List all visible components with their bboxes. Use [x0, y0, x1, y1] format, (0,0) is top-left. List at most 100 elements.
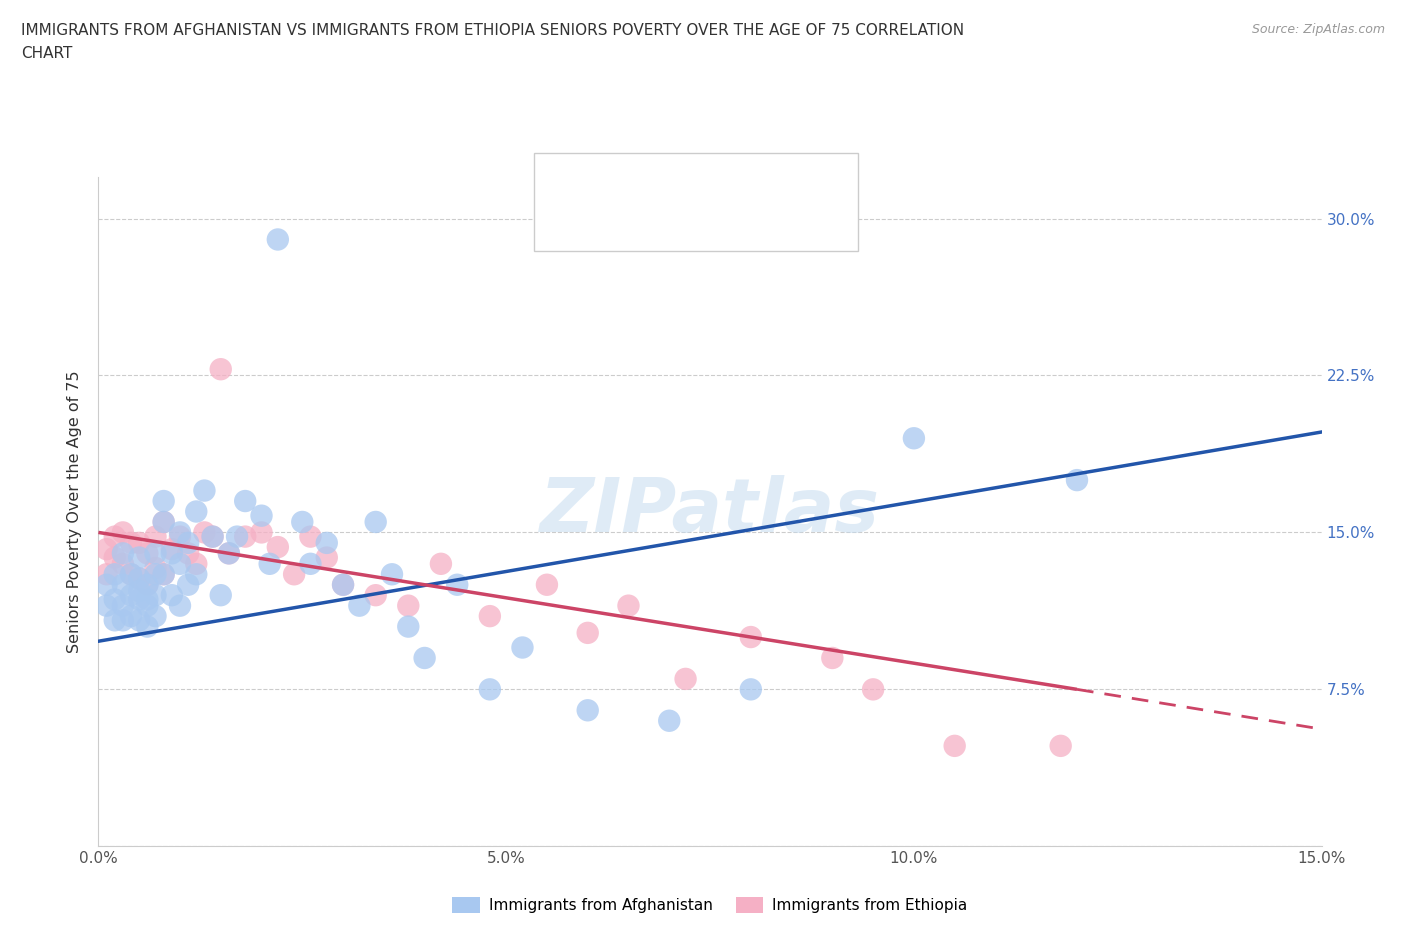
Point — [104, 551, 127, 565]
Point — [136, 592, 159, 607]
Point — [250, 509, 273, 524]
Point — [576, 626, 599, 641]
Point — [111, 556, 134, 571]
Legend: Immigrants from Afghanistan, Immigrants from Ethiopia: Immigrants from Afghanistan, Immigrants … — [446, 891, 974, 919]
Point — [381, 567, 404, 582]
Text: N = 63: N = 63 — [741, 175, 803, 193]
Point — [111, 546, 134, 561]
Point — [364, 514, 387, 529]
Text: R = -0.350: R = -0.350 — [599, 212, 707, 231]
Point — [128, 536, 150, 551]
Point — [617, 598, 640, 613]
Point — [364, 588, 387, 603]
Text: ZIPatlas: ZIPatlas — [540, 475, 880, 548]
Point — [576, 703, 599, 718]
Point — [177, 546, 200, 561]
Point — [430, 556, 453, 571]
Point — [111, 598, 134, 613]
Point — [152, 514, 174, 529]
Point — [152, 567, 174, 582]
Point — [233, 529, 256, 544]
Point — [177, 578, 200, 592]
Point — [120, 609, 142, 624]
Point — [136, 578, 159, 592]
Point — [209, 588, 232, 603]
Point — [315, 551, 337, 565]
Point — [145, 588, 167, 603]
Point — [186, 567, 208, 582]
Point — [267, 232, 290, 247]
Point — [218, 546, 240, 561]
Point — [120, 567, 142, 582]
Point — [349, 598, 371, 613]
Point — [332, 578, 354, 592]
Point — [169, 598, 191, 613]
Point — [145, 567, 167, 582]
Point — [152, 567, 174, 582]
Point — [186, 504, 208, 519]
Point — [96, 567, 118, 582]
Point — [96, 542, 118, 557]
Point — [136, 546, 159, 561]
Point — [446, 578, 468, 592]
Point — [145, 529, 167, 544]
Point — [512, 640, 534, 655]
Point — [226, 529, 249, 544]
Point — [104, 567, 127, 582]
Point — [160, 588, 183, 603]
FancyBboxPatch shape — [557, 207, 586, 235]
Point — [120, 588, 142, 603]
Y-axis label: Seniors Poverty Over the Age of 75: Seniors Poverty Over the Age of 75 — [67, 370, 83, 653]
Point — [250, 525, 273, 540]
Point — [145, 609, 167, 624]
Point — [104, 592, 127, 607]
Point — [96, 578, 118, 592]
Point — [111, 578, 134, 592]
Point — [152, 514, 174, 529]
Point — [291, 514, 314, 529]
Point — [128, 571, 150, 586]
Point — [152, 494, 174, 509]
Point — [145, 561, 167, 576]
Point — [396, 598, 419, 613]
Point — [943, 738, 966, 753]
Point — [259, 556, 281, 571]
Point — [136, 598, 159, 613]
Text: CHART: CHART — [21, 46, 73, 61]
Point — [193, 525, 215, 540]
Point — [128, 551, 150, 565]
Point — [169, 529, 191, 544]
Point — [128, 613, 150, 628]
Point — [478, 682, 501, 697]
Point — [1066, 472, 1088, 487]
Point — [128, 584, 150, 599]
Point — [193, 484, 215, 498]
Point — [478, 609, 501, 624]
Point — [740, 630, 762, 644]
FancyBboxPatch shape — [557, 170, 586, 198]
Point — [160, 546, 183, 561]
Point — [862, 682, 884, 697]
Point — [1049, 738, 1071, 753]
Point — [136, 578, 159, 592]
Point — [120, 567, 142, 582]
Point — [104, 529, 127, 544]
Point — [283, 567, 305, 582]
Point — [111, 525, 134, 540]
Text: IMMIGRANTS FROM AFGHANISTAN VS IMMIGRANTS FROM ETHIOPIA SENIORS POVERTY OVER THE: IMMIGRANTS FROM AFGHANISTAN VS IMMIGRANT… — [21, 23, 965, 38]
Point — [233, 494, 256, 509]
Point — [160, 542, 183, 557]
Point — [169, 556, 191, 571]
Point — [201, 529, 224, 544]
Point — [903, 431, 925, 445]
Point — [128, 592, 150, 607]
Point — [201, 529, 224, 544]
Point — [120, 536, 142, 551]
Point — [299, 556, 322, 571]
Point — [209, 362, 232, 377]
Point — [299, 529, 322, 544]
Point — [396, 619, 419, 634]
Point — [111, 613, 134, 628]
Point — [128, 571, 150, 586]
Text: Source: ZipAtlas.com: Source: ZipAtlas.com — [1251, 23, 1385, 36]
